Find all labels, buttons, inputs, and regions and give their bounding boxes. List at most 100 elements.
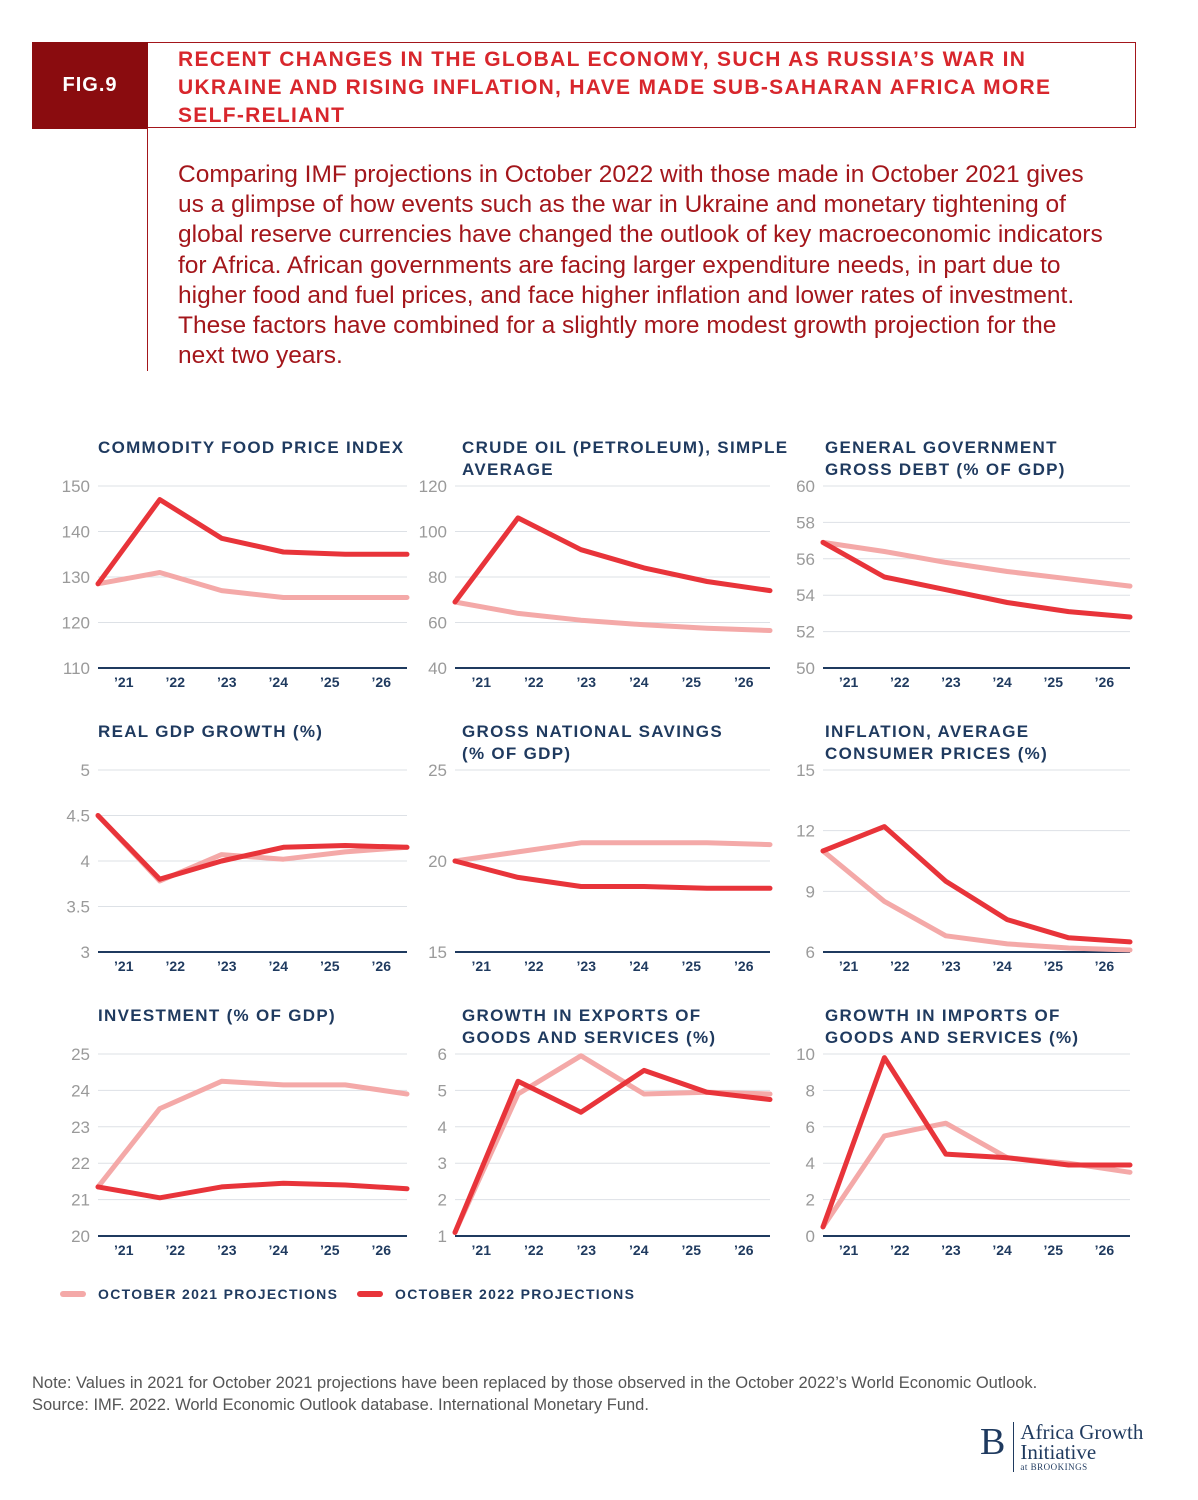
series-line-oct-2021: [452, 840, 773, 864]
series-line-oct-2021: [820, 1120, 1133, 1230]
logo-line2: Initiative: [1020, 1440, 1097, 1464]
y-tick-label: 120: [62, 614, 90, 633]
series-line-oct-2022: [95, 813, 410, 882]
y-tick-label: 25: [428, 761, 447, 780]
y-tick-label: 24: [71, 1081, 90, 1100]
y-tick-label: 4: [806, 1154, 815, 1173]
y-tick-label: 0: [806, 1227, 815, 1246]
y-tick-label: 100: [419, 523, 447, 542]
x-tick-label: ’22: [166, 958, 186, 974]
y-tick-label: 1: [438, 1227, 447, 1246]
x-tick-label: ’21: [472, 674, 492, 690]
x-tick-label: ’26: [734, 958, 754, 974]
x-tick-label: ’22: [524, 674, 544, 690]
legend-item-2021: OCTOBER 2021 PROJECTIONS: [60, 1286, 338, 1302]
series-line-oct-2022: [95, 1180, 410, 1201]
y-tick-label: 2: [438, 1191, 447, 1210]
y-tick-label: 15: [428, 943, 447, 962]
series-line-oct-2021: [95, 1078, 410, 1190]
x-tick-label: ’22: [890, 1242, 910, 1258]
y-tick-label: 6: [806, 1118, 815, 1137]
y-tick-label: 140: [62, 523, 90, 542]
y-tick-label: 3: [81, 943, 90, 962]
y-tick-label: 5: [81, 761, 90, 780]
legend-item-2022: OCTOBER 2022 PROJECTIONS: [357, 1286, 635, 1302]
y-tick-label: 130: [62, 568, 90, 587]
x-tick-label: ’26: [734, 674, 754, 690]
y-tick-label: 56: [796, 550, 815, 569]
x-tick-label: ’23: [941, 674, 961, 690]
x-tick-label: ’23: [577, 958, 597, 974]
x-tick-label: ’22: [524, 958, 544, 974]
y-tick-label: 150: [62, 477, 90, 496]
x-tick-label: ’21: [839, 958, 859, 974]
x-tick-label: ’23: [217, 958, 237, 974]
series-line-oct-2022: [820, 1055, 1133, 1230]
y-tick-label: 8: [806, 1081, 815, 1100]
x-tick-label: ’24: [269, 1242, 289, 1258]
y-tick-label: 4.5: [66, 807, 90, 826]
x-tick-label: ’22: [524, 1242, 544, 1258]
x-tick-label: ’23: [217, 1242, 237, 1258]
x-tick-label: ’24: [269, 958, 289, 974]
x-tick-label: ’21: [839, 1242, 859, 1258]
note: Note: Values in 2021 for October 2021 pr…: [32, 1372, 1037, 1416]
x-tick-label: ’26: [734, 1242, 754, 1258]
divider: [147, 128, 148, 371]
x-tick-label: ’24: [629, 1242, 649, 1258]
x-tick-label: ’23: [577, 674, 597, 690]
x-tick-label: ’24: [992, 958, 1012, 974]
y-tick-label: 20: [71, 1227, 90, 1246]
x-tick-label: ’25: [1044, 1242, 1064, 1258]
x-tick-label: ’22: [890, 958, 910, 974]
figure-title: RECENT CHANGES IN THE GLOBAL ECONOMY, SU…: [178, 48, 1052, 127]
y-tick-label: 110: [63, 659, 90, 678]
x-tick-label: ’23: [577, 1242, 597, 1258]
y-tick-label: 50: [796, 659, 815, 678]
x-tick-label: ’23: [217, 674, 237, 690]
logo-line1: Africa Growth: [1020, 1420, 1144, 1444]
y-tick-label: 22: [71, 1154, 90, 1173]
x-tick-label: ’21: [114, 1242, 134, 1258]
y-tick-label: 6: [806, 943, 815, 962]
chart-title: GROWTH IN EXPORTS OF GOODS AND SERVICES …: [462, 1006, 717, 1047]
chart-title: GROWTH IN IMPORTS OF GOODS AND SERVICES …: [825, 1006, 1080, 1047]
x-tick-label: ’26: [1095, 1242, 1115, 1258]
y-tick-label: 9: [806, 882, 815, 901]
y-tick-label: 25: [71, 1045, 90, 1064]
x-tick-label: ’26: [1095, 958, 1115, 974]
x-tick-label: ’24: [269, 674, 289, 690]
source-text: Source: IMF. 2022. World Economic Outloo…: [32, 1396, 649, 1414]
series-line-oct-2021: [452, 599, 773, 633]
chart-title: CRUDE OIL (PETROLEUM), SIMPLE AVERAGE: [462, 438, 789, 479]
x-tick-label: ’25: [320, 674, 340, 690]
x-tick-label: ’26: [372, 1242, 392, 1258]
y-tick-label: 4: [438, 1118, 447, 1137]
series-line-oct-2021: [820, 539, 1133, 589]
x-tick-label: ’25: [320, 958, 340, 974]
legend-swatch: [60, 1291, 86, 1297]
brookings-logo: B Africa Growth Initiative at BROOKINGS: [980, 1422, 1143, 1472]
chart-title: GROSS NATIONAL SAVINGS (% OF GDP): [462, 722, 723, 763]
x-tick-label: ’21: [472, 958, 492, 974]
y-tick-label: 3.5: [66, 898, 90, 917]
intro-text: Comparing IMF projections in October 202…: [178, 161, 1103, 370]
series-line-oct-2021: [95, 570, 410, 600]
series-line-oct-2022: [452, 858, 773, 891]
x-tick-label: ’26: [1095, 674, 1115, 690]
x-tick-label: ’25: [320, 1242, 340, 1258]
y-tick-label: 6: [438, 1045, 447, 1064]
x-tick-label: ’24: [629, 958, 649, 974]
x-tick-label: ’21: [839, 674, 859, 690]
x-tick-label: ’26: [372, 958, 392, 974]
logo-line3: at BROOKINGS: [1020, 1462, 1088, 1472]
y-tick-label: 5: [438, 1081, 447, 1100]
series-line-oct-2022: [452, 1067, 773, 1235]
x-tick-label: ’24: [992, 674, 1012, 690]
series-line-oct-2022: [820, 539, 1133, 620]
x-tick-label: ’22: [166, 674, 186, 690]
x-tick-label: ’21: [114, 958, 134, 974]
series-line-oct-2022: [95, 497, 410, 587]
legend-swatch: [357, 1291, 383, 1297]
chart-title: GENERAL GOVERNMENT GROSS DEBT (% OF GDP): [825, 438, 1066, 479]
